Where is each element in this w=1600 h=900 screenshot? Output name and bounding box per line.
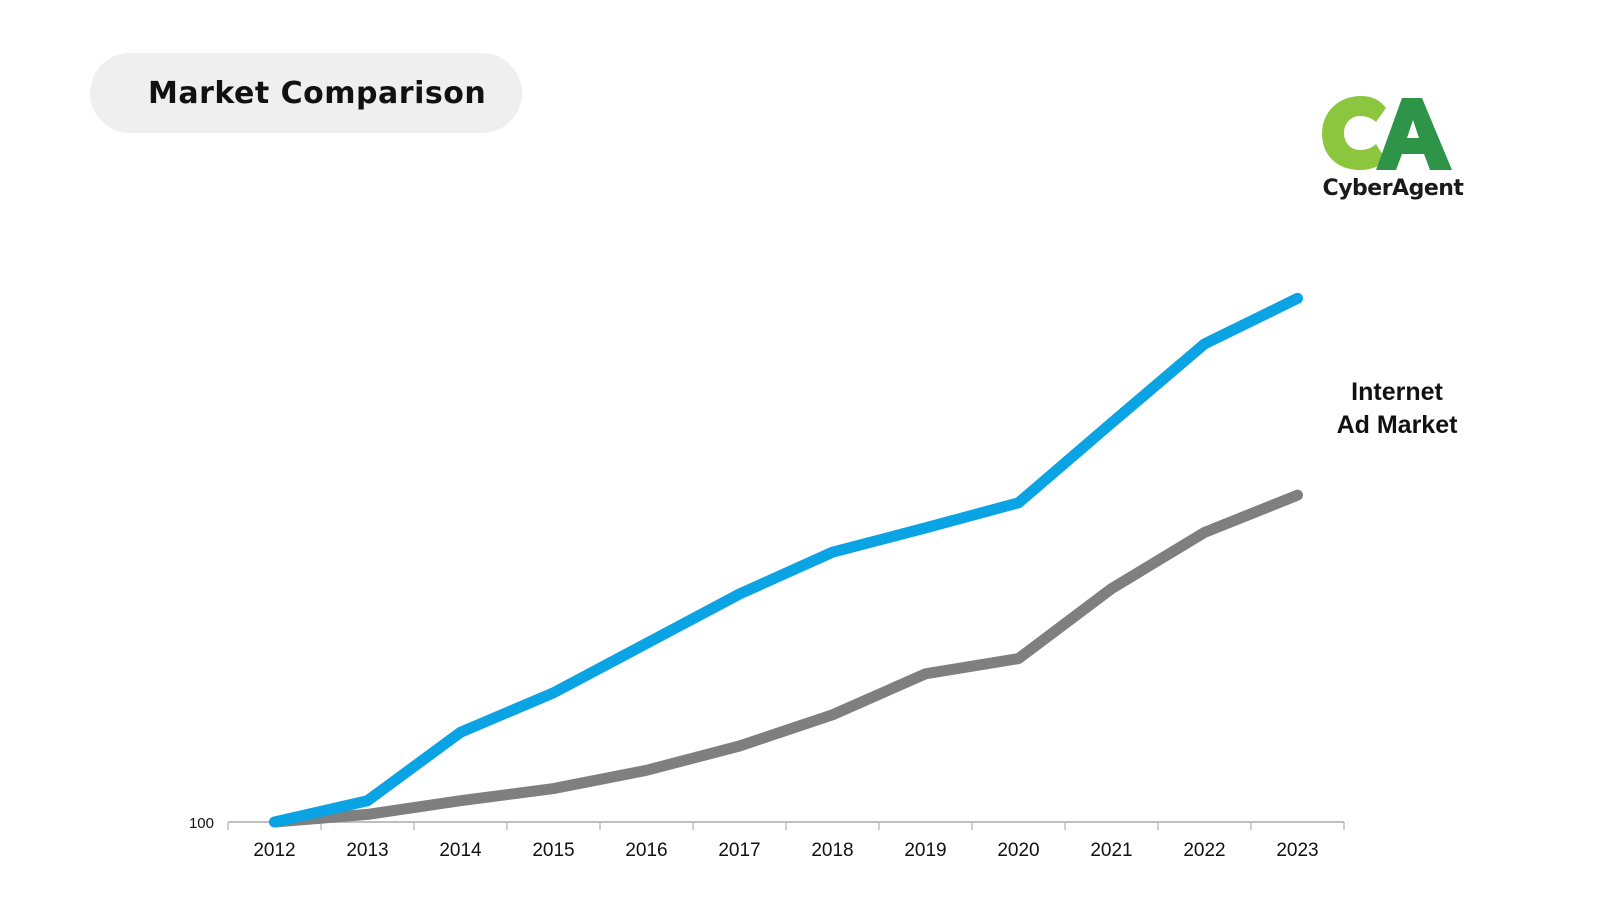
series-lines — [269, 292, 1303, 828]
x-tick-label: 2020 — [997, 840, 1039, 861]
title-pill: Market Comparison — [90, 53, 522, 133]
x-tick-label: 2023 — [1276, 840, 1318, 861]
cyberagent-logo: CyberAgent — [1318, 92, 1468, 212]
x-tick-label: 2013 — [346, 840, 388, 861]
series-label-line2: Ad Market — [1336, 411, 1458, 439]
x-tick-label: 2016 — [625, 840, 667, 861]
logo-c-shape — [1322, 96, 1386, 170]
x-axis — [227, 821, 1345, 830]
logo-wordmark: CyberAgent — [1322, 176, 1464, 201]
chart-title: Market Comparison — [148, 75, 487, 111]
x-tick-label: 2021 — [1090, 840, 1132, 861]
x-tick-label: 2012 — [253, 840, 295, 861]
series-label-line1: Internet — [1351, 378, 1443, 406]
x-tick-label: 2018 — [811, 840, 853, 861]
y-tick-label: 100 — [189, 815, 214, 832]
x-tick-label: 2017 — [718, 840, 760, 861]
x-tick-label: 2014 — [439, 840, 482, 861]
series-label-internet-ad-market: Internet Ad Market — [1312, 376, 1482, 442]
series-line-cyberagent — [269, 292, 1303, 828]
x-tick-label: 2022 — [1183, 840, 1225, 861]
series-line-internet-ad-market — [269, 489, 1303, 828]
ca-logo-icon — [1322, 96, 1452, 170]
tick-labels: 2012 2013 2014 2015 2016 2017 2018 2019 2020 2021… — [189, 815, 1319, 861]
x-tick-label: 2015 — [532, 840, 574, 861]
logo-a-shape — [1376, 98, 1452, 170]
x-tick-label: 2019 — [904, 840, 946, 861]
